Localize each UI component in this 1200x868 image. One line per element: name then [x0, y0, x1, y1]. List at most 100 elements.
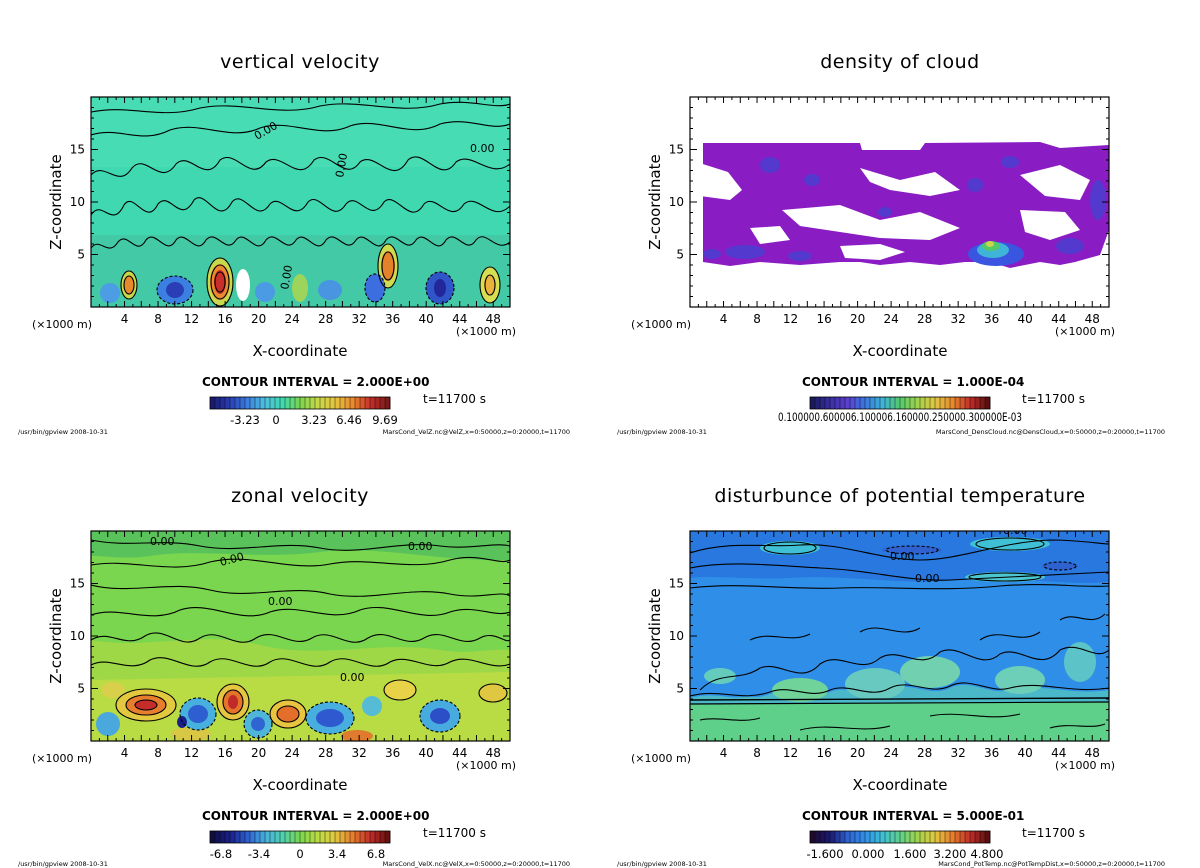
colorbar-swatch	[370, 397, 376, 409]
x-tick-label: 12	[783, 312, 798, 326]
y-tick-label: 15	[70, 577, 85, 591]
footer-left: /usr/bin/gpview 2008-10-31	[18, 428, 108, 436]
colorbar-swatch	[305, 831, 311, 843]
colorbar-swatch	[950, 831, 956, 843]
colorbar-swatch	[230, 831, 236, 843]
colorbar-label: 0.100000.600006.100006.160000.250000.300…	[778, 410, 1022, 424]
plot-field: 0.00 0.00 0.00 0.00	[91, 97, 510, 307]
x-tick-label: 44	[1051, 312, 1066, 326]
colorbar-swatch	[300, 831, 306, 843]
colorbar-swatch	[865, 831, 871, 843]
contour-interval: CONTOUR INTERVAL = 2.000E+00	[202, 809, 429, 823]
colorbar-swatch	[850, 831, 856, 843]
colorbar-swatch	[335, 397, 341, 409]
colorbar-swatch	[360, 831, 366, 843]
cloud-max	[968, 241, 1024, 266]
x-unit-right: (×1000 m)	[1055, 759, 1115, 772]
colorbar-swatch	[335, 831, 341, 843]
colorbar-swatch	[830, 397, 836, 409]
x-tick-label: 48	[486, 312, 501, 326]
contour-label: 0.00	[1003, 524, 1028, 537]
x-tick-label: 40	[419, 746, 434, 760]
colorbar-label: 9.69	[372, 413, 398, 427]
x-tick-label: 20	[850, 746, 865, 760]
contour-label: 0.00	[890, 550, 915, 563]
colorbar-swatch	[880, 831, 886, 843]
colorbar-swatch	[975, 397, 981, 409]
y-tick-label: 10	[70, 195, 85, 209]
colorbar-swatch	[860, 831, 866, 843]
colorbar-swatch	[320, 831, 326, 843]
contour-label: 0.00	[915, 572, 940, 585]
colorbar-swatch	[890, 397, 896, 409]
colorbar-swatch	[950, 397, 956, 409]
x-axis-label: X-coordinate	[253, 342, 348, 360]
x-tick-label: 4	[720, 312, 728, 326]
panel-zonal-velocity: zonal velocity	[18, 485, 570, 868]
x-tick-label: 48	[1085, 746, 1100, 760]
x-tick-label: 28	[917, 746, 932, 760]
colorbar-swatch	[380, 397, 386, 409]
colorbar-swatch	[815, 397, 821, 409]
panel-title: density of cloud	[820, 51, 980, 73]
x-unit-right: (×1000 m)	[456, 759, 516, 772]
colorbar: 0.100000.600006.100006.160000.250000.300…	[778, 396, 1022, 424]
colorbar-swatch	[280, 831, 286, 843]
footer-right: MarsCond_PotTemp.nc@PotTempDist,x=0:5000…	[938, 860, 1165, 868]
colorbar-swatch	[245, 831, 251, 843]
y-axis-label: Z-coordinate	[646, 588, 664, 683]
colorbar-swatch	[885, 397, 891, 409]
x-unit-right: (×1000 m)	[1055, 325, 1115, 338]
colorbar-swatch	[965, 831, 971, 843]
colorbar-swatch	[900, 397, 906, 409]
colorbar-label: 3.23	[301, 413, 327, 427]
x-unit-left: (×1000 m)	[631, 318, 691, 331]
x-tick-label: 4	[121, 312, 129, 326]
contour-label: 0.00	[340, 671, 365, 684]
x-tick-label: 32	[352, 312, 367, 326]
contour-label: 0.00	[408, 540, 433, 553]
colorbar-swatch	[940, 397, 946, 409]
colorbar-swatch	[960, 397, 966, 409]
colorbar-swatch	[970, 831, 976, 843]
colorbar-swatch	[315, 397, 321, 409]
colorbar-swatch	[340, 397, 346, 409]
colorbar-swatch	[945, 397, 951, 409]
colorbar-swatch	[250, 831, 256, 843]
colorbar-swatch	[855, 397, 861, 409]
x-tick-label: 8	[154, 312, 162, 326]
colorbar-label: 6.8	[367, 847, 385, 861]
colorbar-swatch	[815, 831, 821, 843]
colorbar-swatch	[820, 831, 826, 843]
colorbar-swatch	[910, 831, 916, 843]
colorbar-swatch	[325, 397, 331, 409]
colorbar-swatch	[295, 831, 301, 843]
footer-right: MarsCond_DensCloud.nc@DensCloud,x=0:5000…	[936, 428, 1165, 436]
colorbar-label: -1.600	[806, 847, 843, 861]
colorbar-swatch	[285, 831, 291, 843]
colorbar-swatch	[955, 831, 961, 843]
colorbar-swatch	[840, 397, 846, 409]
time-stamp: t=11700 s	[423, 392, 486, 406]
colorbar-swatch	[280, 397, 286, 409]
x-unit-left: (×1000 m)	[631, 752, 691, 765]
x-tick-label: 40	[1018, 746, 1033, 760]
colorbar-swatch	[810, 831, 816, 843]
colorbar-swatch	[260, 397, 266, 409]
colorbar-swatch	[365, 397, 371, 409]
colorbar-swatch	[330, 397, 336, 409]
colorbar-swatch	[290, 831, 296, 843]
y-tick-label: 15	[669, 143, 684, 157]
x-tick-label: 24	[284, 312, 299, 326]
colorbar-label: 0	[272, 413, 279, 427]
colorbar-swatch	[845, 397, 851, 409]
contour-label: 0.00	[268, 595, 293, 608]
colorbar-swatch	[255, 397, 261, 409]
x-tick-label: 16	[816, 746, 831, 760]
colorbar-label: 6.46	[336, 413, 362, 427]
colorbar-swatch	[935, 831, 941, 843]
colorbar-swatch	[895, 831, 901, 843]
colorbar-swatch	[980, 397, 986, 409]
x-tick-label: 20	[850, 312, 865, 326]
panel-potential-temperature: disturbunce of potential temperature	[617, 485, 1165, 868]
